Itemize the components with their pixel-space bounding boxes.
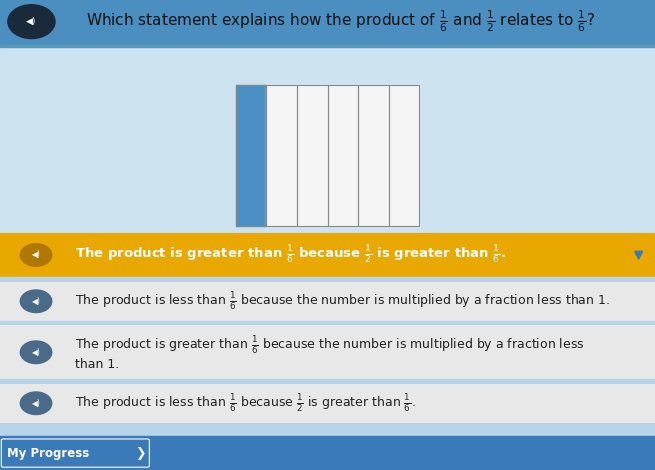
Text: ◀): ◀) (31, 251, 41, 259)
FancyBboxPatch shape (1, 439, 149, 467)
Bar (388, 85, 419, 226)
Bar (0, 384, 655, 423)
Bar (0, 436, 655, 470)
Bar (0, 325, 655, 379)
Bar (267, 85, 297, 226)
Text: The product is less than $\frac{1}{6}$ because the number is multiplied by a fra: The product is less than $\frac{1}{6}$ b… (75, 290, 610, 312)
Text: ◀): ◀) (26, 17, 37, 26)
Bar (297, 85, 328, 226)
Text: ❯: ❯ (136, 446, 146, 460)
Bar (236, 85, 267, 226)
Circle shape (20, 392, 52, 415)
Bar (328, 85, 358, 226)
Bar (0, 233, 655, 277)
Text: ◀): ◀) (31, 348, 41, 357)
Bar (236, 85, 267, 226)
Text: Which statement explains how the product of $\frac{1}{6}$ and $\frac{1}{2}$ rela: Which statement explains how the product… (86, 9, 595, 34)
Circle shape (20, 290, 52, 313)
Bar (0, 277, 655, 282)
Bar (267, 85, 297, 226)
Text: The product is greater than $\frac{1}{6}$ because $\frac{1}{2}$ is greater than : The product is greater than $\frac{1}{6}… (75, 244, 506, 266)
Bar (388, 85, 419, 226)
Bar (358, 85, 388, 226)
Bar (0, 233, 655, 436)
Text: ◀): ◀) (31, 297, 41, 306)
Text: The product is greater than $\frac{1}{6}$ because the number is multiplied by a : The product is greater than $\frac{1}{6}… (75, 334, 585, 371)
Bar (358, 85, 388, 226)
Bar (0, 0, 655, 43)
Bar (0, 282, 655, 321)
Bar (0, 43, 655, 47)
Bar (0, 43, 655, 436)
Bar (297, 85, 328, 226)
Text: ◀): ◀) (31, 399, 41, 408)
Circle shape (20, 341, 52, 364)
Bar (0, 321, 655, 325)
Text: The product is less than $\frac{1}{6}$ because $\frac{1}{2}$ is greater than $\f: The product is less than $\frac{1}{6}$ b… (75, 392, 416, 414)
Bar (0, 379, 655, 384)
Text: My Progress: My Progress (7, 446, 89, 460)
Circle shape (20, 243, 52, 266)
Bar (328, 85, 358, 226)
Circle shape (8, 5, 55, 39)
